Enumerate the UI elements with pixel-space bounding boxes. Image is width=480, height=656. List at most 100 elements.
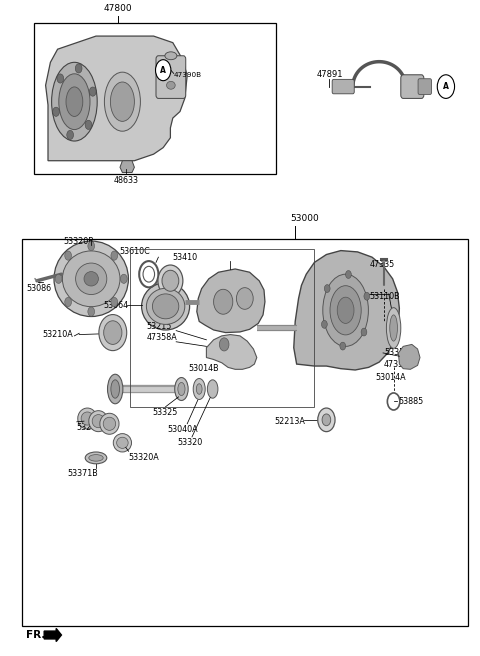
Polygon shape bbox=[197, 269, 265, 333]
Circle shape bbox=[340, 342, 346, 350]
Ellipse shape bbox=[117, 437, 128, 449]
Circle shape bbox=[65, 251, 72, 260]
Ellipse shape bbox=[110, 82, 134, 121]
Text: 53371B: 53371B bbox=[67, 469, 98, 478]
Text: 47891: 47891 bbox=[317, 70, 343, 79]
Text: 53352: 53352 bbox=[384, 348, 409, 358]
Ellipse shape bbox=[178, 382, 185, 396]
Ellipse shape bbox=[54, 241, 129, 316]
Text: 53320B: 53320B bbox=[64, 237, 95, 246]
Ellipse shape bbox=[153, 294, 179, 319]
Text: 47390B: 47390B bbox=[174, 72, 202, 79]
Circle shape bbox=[111, 297, 118, 306]
Ellipse shape bbox=[84, 272, 98, 286]
Circle shape bbox=[361, 328, 367, 336]
Circle shape bbox=[88, 241, 95, 251]
Ellipse shape bbox=[66, 87, 83, 117]
Ellipse shape bbox=[162, 270, 179, 291]
Ellipse shape bbox=[92, 415, 105, 428]
Ellipse shape bbox=[142, 283, 190, 330]
Ellipse shape bbox=[105, 72, 140, 131]
Ellipse shape bbox=[52, 62, 97, 141]
Text: FR.: FR. bbox=[26, 630, 46, 640]
Text: 48633: 48633 bbox=[114, 176, 139, 185]
Ellipse shape bbox=[75, 263, 107, 295]
Text: 53320: 53320 bbox=[178, 438, 203, 447]
FancyBboxPatch shape bbox=[332, 79, 354, 94]
Text: A: A bbox=[160, 66, 166, 75]
Text: 53000: 53000 bbox=[290, 214, 319, 223]
Ellipse shape bbox=[207, 380, 218, 398]
Circle shape bbox=[156, 60, 171, 81]
FancyBboxPatch shape bbox=[418, 79, 432, 94]
Text: 53014A: 53014A bbox=[375, 373, 406, 382]
Polygon shape bbox=[46, 36, 187, 161]
Bar bbox=[34, 23, 276, 174]
Polygon shape bbox=[294, 251, 399, 370]
Text: 53064: 53064 bbox=[103, 300, 128, 310]
Text: 53885: 53885 bbox=[398, 397, 424, 406]
Ellipse shape bbox=[99, 314, 127, 351]
Ellipse shape bbox=[59, 74, 90, 130]
Text: 53325: 53325 bbox=[153, 408, 178, 417]
Ellipse shape bbox=[158, 265, 183, 297]
Circle shape bbox=[120, 274, 127, 283]
Ellipse shape bbox=[323, 274, 369, 346]
Ellipse shape bbox=[146, 288, 185, 324]
Text: 53040A: 53040A bbox=[167, 425, 198, 434]
Ellipse shape bbox=[62, 251, 120, 307]
Ellipse shape bbox=[111, 380, 120, 398]
Text: 53215: 53215 bbox=[146, 322, 172, 331]
Ellipse shape bbox=[104, 321, 122, 344]
Text: 52213A: 52213A bbox=[275, 417, 305, 426]
Polygon shape bbox=[206, 335, 257, 369]
Bar bbox=[22, 239, 468, 626]
FancyBboxPatch shape bbox=[401, 75, 424, 98]
Ellipse shape bbox=[193, 379, 205, 400]
Circle shape bbox=[67, 131, 73, 140]
Ellipse shape bbox=[165, 52, 177, 60]
Ellipse shape bbox=[89, 455, 103, 461]
Ellipse shape bbox=[214, 289, 233, 314]
Text: 53610C: 53610C bbox=[119, 247, 150, 256]
Circle shape bbox=[57, 74, 64, 83]
Text: 53320A: 53320A bbox=[129, 453, 159, 462]
Ellipse shape bbox=[81, 412, 94, 425]
Ellipse shape bbox=[100, 413, 119, 434]
Text: 47800: 47800 bbox=[103, 4, 132, 13]
Circle shape bbox=[322, 320, 327, 328]
Ellipse shape bbox=[113, 434, 132, 452]
Ellipse shape bbox=[337, 297, 354, 323]
Text: 53236: 53236 bbox=[77, 423, 102, 432]
Polygon shape bbox=[44, 628, 61, 642]
Circle shape bbox=[364, 293, 370, 300]
Circle shape bbox=[89, 87, 96, 96]
Text: 53086: 53086 bbox=[26, 284, 51, 293]
Ellipse shape bbox=[167, 81, 175, 89]
Circle shape bbox=[437, 75, 455, 98]
Text: 53014B: 53014B bbox=[189, 364, 219, 373]
Circle shape bbox=[219, 338, 229, 351]
Ellipse shape bbox=[103, 417, 116, 430]
Ellipse shape bbox=[85, 452, 107, 464]
Circle shape bbox=[65, 297, 72, 306]
Circle shape bbox=[322, 414, 331, 426]
Ellipse shape bbox=[386, 308, 401, 348]
Text: 47358A: 47358A bbox=[384, 359, 415, 369]
Ellipse shape bbox=[78, 408, 97, 429]
FancyBboxPatch shape bbox=[156, 56, 186, 98]
Text: 53410: 53410 bbox=[172, 253, 197, 262]
Text: 47358A: 47358A bbox=[146, 333, 177, 342]
Ellipse shape bbox=[330, 286, 361, 335]
Ellipse shape bbox=[175, 378, 188, 400]
Circle shape bbox=[53, 107, 60, 116]
Circle shape bbox=[88, 307, 95, 316]
Circle shape bbox=[346, 270, 351, 278]
Ellipse shape bbox=[143, 266, 155, 282]
Circle shape bbox=[111, 251, 118, 260]
Circle shape bbox=[55, 274, 62, 283]
Circle shape bbox=[85, 120, 92, 129]
Ellipse shape bbox=[390, 315, 397, 341]
Polygon shape bbox=[120, 161, 134, 173]
Text: 53110B: 53110B bbox=[370, 292, 400, 301]
